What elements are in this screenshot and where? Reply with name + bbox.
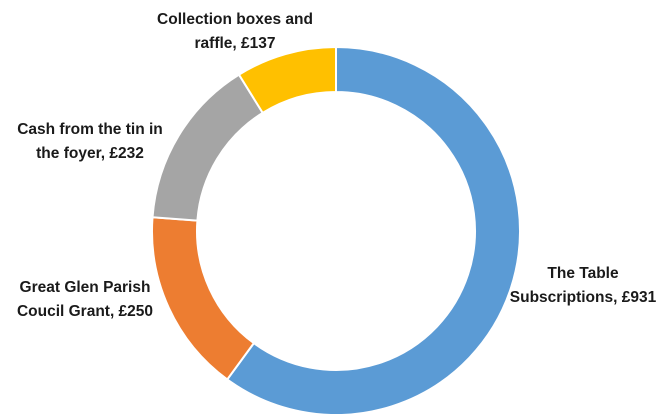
slice-collection-boxes [237, 45, 337, 115]
data-label-line: Subscriptions, £931 [509, 289, 657, 306]
data-label-line: raffle, £137 [194, 35, 276, 52]
data-label-foyer-tin: Cash from the tin in the foyer, £232 [8, 118, 172, 166]
data-label-line: Collection boxes and [157, 11, 313, 28]
data-label-line: Cash from the tin in [17, 121, 163, 138]
data-label-collection-boxes: Collection boxes and raffle, £137 [140, 8, 330, 56]
slice-table-subscriptions [225, 45, 521, 414]
data-label-parish-grant: Great Glen Parish Coucil Grant, £250 [6, 276, 164, 324]
data-label-line: Great Glen Parish [19, 279, 151, 296]
data-label-line: the foyer, £232 [36, 145, 144, 162]
donut-slices [151, 45, 521, 414]
data-label-table-subscriptions: The Table Subscriptions, £931 [498, 262, 668, 310]
data-label-line: The Table [547, 265, 619, 282]
data-label-line: Coucil Grant, £250 [16, 303, 154, 320]
slice-parish-grant [151, 216, 256, 381]
